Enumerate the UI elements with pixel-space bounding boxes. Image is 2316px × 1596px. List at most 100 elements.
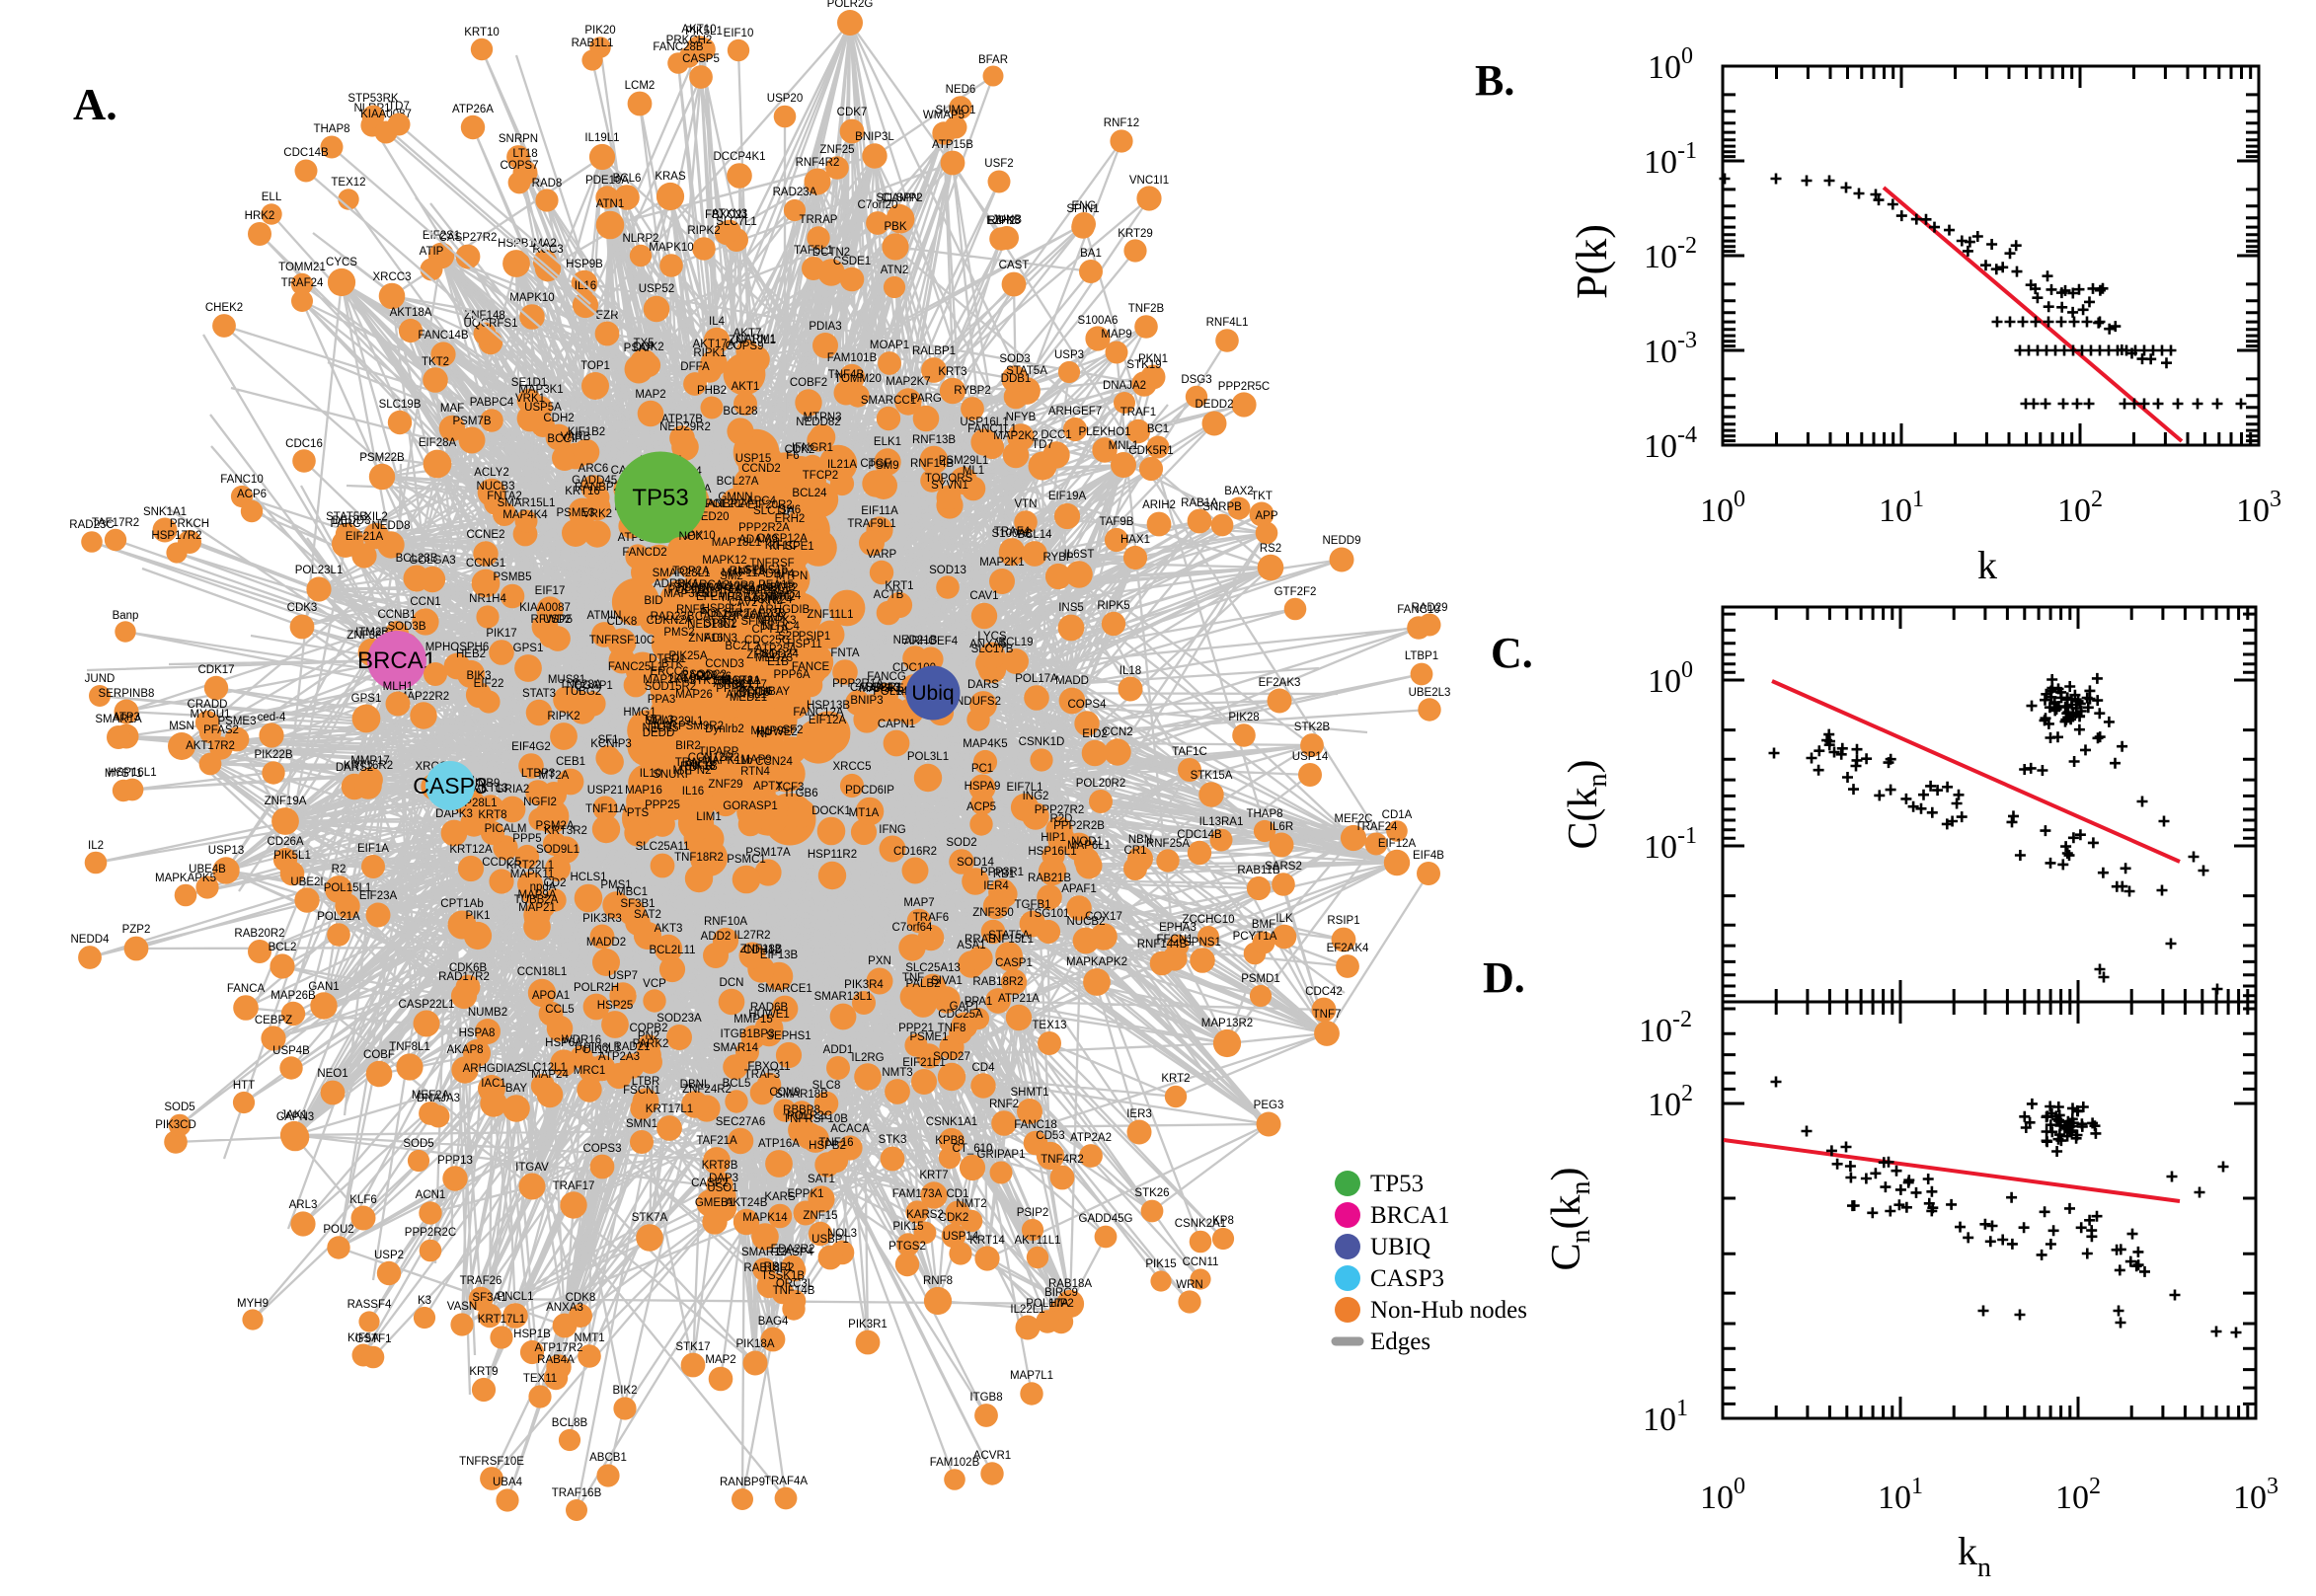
svg-text:PPP3L1: PPP3L1 bbox=[748, 585, 790, 597]
svg-text:IER4: IER4 bbox=[983, 880, 1009, 892]
svg-text:EFEMP3: EFEMP3 bbox=[696, 591, 741, 603]
svg-text:ARIH2: ARIH2 bbox=[1142, 499, 1176, 511]
svg-text:RIPK2: RIPK2 bbox=[547, 711, 579, 722]
svg-text:KP8: KP8 bbox=[1212, 1215, 1234, 1227]
svg-text:NOX: NOX bbox=[679, 531, 704, 543]
svg-text:GADD45G: GADD45G bbox=[1079, 1213, 1133, 1225]
svg-text:CASP3: CASP3 bbox=[413, 773, 487, 798]
svg-text:WDR16: WDR16 bbox=[562, 1034, 601, 1046]
svg-text:SLC7L1: SLC7L1 bbox=[716, 216, 757, 228]
svg-text:SH6: SH6 bbox=[779, 504, 801, 516]
svg-text:PPP2R5C: PPP2R5C bbox=[1218, 381, 1270, 393]
svg-text:POL21A: POL21A bbox=[317, 911, 360, 923]
svg-text:KRT16: KRT16 bbox=[565, 486, 600, 497]
svg-text:INS5: INS5 bbox=[1058, 602, 1084, 614]
svg-text:PSIP1: PSIP1 bbox=[799, 631, 831, 643]
svg-text:PSMB5: PSMB5 bbox=[494, 571, 532, 583]
svg-text:RNF25A: RNF25A bbox=[1146, 838, 1190, 850]
svg-text:SPIN1: SPIN1 bbox=[1066, 203, 1099, 215]
svg-text:TKT: TKT bbox=[1251, 491, 1273, 502]
svg-text:CRADD: CRADD bbox=[188, 699, 228, 711]
svg-text:PRKCH2: PRKCH2 bbox=[666, 35, 713, 46]
svg-text:PPP21: PPP21 bbox=[898, 1023, 934, 1034]
svg-text:PPP2R2B: PPP2R2B bbox=[1053, 820, 1105, 832]
svg-text:UBE4B: UBE4B bbox=[189, 864, 226, 875]
svg-text:TNF18R2: TNF18R2 bbox=[674, 852, 724, 864]
svg-text:MOAP1: MOAP1 bbox=[870, 340, 909, 351]
svg-text:ADD2: ADD2 bbox=[701, 931, 732, 943]
svg-text:RALBP1: RALBP1 bbox=[912, 345, 956, 357]
svg-text:DOCK1: DOCK1 bbox=[811, 805, 851, 817]
svg-text:RNF13B: RNF13B bbox=[912, 434, 956, 446]
svg-text:ND1: ND1 bbox=[701, 588, 724, 600]
svg-text:PICALM: PICALM bbox=[485, 823, 527, 835]
svg-text:POL3L1: POL3L1 bbox=[907, 751, 949, 763]
svg-text:TP53: TP53 bbox=[632, 485, 688, 511]
svg-text:ELK1: ELK1 bbox=[874, 436, 901, 448]
svg-text:BCL28: BCL28 bbox=[723, 406, 757, 418]
svg-text:ZNF15: ZNF15 bbox=[803, 1210, 837, 1222]
svg-text:EIF11A: EIF11A bbox=[861, 505, 898, 517]
svg-text:PPP8: PPP8 bbox=[716, 683, 744, 695]
svg-text:GSTF1: GSTF1 bbox=[354, 1333, 391, 1345]
svg-text:CCN24: CCN24 bbox=[755, 756, 793, 768]
svg-text:TNF11A: TNF11A bbox=[585, 803, 627, 815]
svg-text:STK2B: STK2B bbox=[1294, 722, 1331, 733]
svg-text:RAD17R2: RAD17R2 bbox=[438, 971, 490, 983]
svg-text:TOP1: TOP1 bbox=[580, 360, 610, 372]
svg-text:LTBP3: LTBP3 bbox=[521, 768, 555, 780]
svg-text:KCNIP3: KCNIP3 bbox=[590, 738, 632, 750]
svg-text:ACN1: ACN1 bbox=[416, 1189, 446, 1201]
svg-text:POL17: POL17 bbox=[575, 1044, 610, 1056]
svg-text:GOLGA3: GOLGA3 bbox=[409, 555, 455, 567]
svg-text:MAP22R2: MAP22R2 bbox=[398, 691, 449, 703]
svg-text:EIF22: EIF22 bbox=[474, 678, 504, 690]
svg-text:RBBP8: RBBP8 bbox=[783, 1104, 820, 1116]
svg-text:C(kn): C(kn) bbox=[1561, 760, 1613, 850]
svg-text:PPP3R1: PPP3R1 bbox=[980, 867, 1024, 878]
svg-text:MAPK3: MAPK3 bbox=[758, 615, 797, 627]
svg-text:SEPHS1: SEPHS1 bbox=[766, 1030, 811, 1042]
svg-text:CCN9: CCN9 bbox=[769, 1087, 800, 1099]
svg-text:TEX13: TEX13 bbox=[1032, 1020, 1066, 1031]
svg-text:STAT3: STAT3 bbox=[522, 688, 556, 700]
svg-text:PHB2: PHB2 bbox=[697, 385, 727, 397]
svg-text:TEX11: TEX11 bbox=[523, 1373, 557, 1385]
svg-text:NED21B: NED21B bbox=[893, 635, 938, 646]
svg-text:EIF17: EIF17 bbox=[535, 585, 566, 597]
svg-text:BAX2: BAX2 bbox=[1224, 486, 1253, 497]
svg-text:NMT2: NMT2 bbox=[764, 591, 795, 603]
svg-text:EIF13B: EIF13B bbox=[760, 950, 799, 961]
svg-text:TNF4R2: TNF4R2 bbox=[1041, 1154, 1083, 1166]
svg-text:CDK2: CDK2 bbox=[939, 1212, 969, 1224]
svg-text:PIK17: PIK17 bbox=[486, 628, 516, 640]
svg-text:AKT24B: AKT24B bbox=[726, 1197, 768, 1209]
svg-text:CD26A: CD26A bbox=[267, 836, 303, 848]
svg-text:SF3A1: SF3A1 bbox=[472, 1292, 506, 1304]
svg-text:ERCC6: ERCC6 bbox=[651, 666, 689, 678]
svg-text:E1B: E1B bbox=[767, 656, 789, 668]
svg-text:TOMM20: TOMM20 bbox=[834, 373, 882, 385]
svg-text:COPS3: COPS3 bbox=[583, 1143, 622, 1155]
svg-text:NOL3: NOL3 bbox=[827, 1228, 857, 1240]
svg-text:RAB21B: RAB21B bbox=[1028, 873, 1071, 884]
svg-text:EIF23A: EIF23A bbox=[359, 890, 398, 902]
svg-text:R2D: R2D bbox=[1049, 813, 1072, 825]
svg-text:MYOU1: MYOU1 bbox=[191, 709, 231, 721]
svg-text:ADAM9: ADAM9 bbox=[738, 534, 778, 546]
svg-text:KRT3R2: KRT3R2 bbox=[544, 825, 587, 837]
svg-text:LYCS: LYCS bbox=[977, 631, 1007, 643]
svg-text:TNF8L1: TNF8L1 bbox=[389, 1041, 430, 1053]
svg-text:IER3: IER3 bbox=[1126, 1108, 1152, 1120]
svg-text:EID2: EID2 bbox=[1082, 728, 1108, 740]
svg-text:STK17: STK17 bbox=[675, 1341, 710, 1353]
svg-text:MRC1: MRC1 bbox=[574, 1065, 606, 1077]
svg-text:PIK15: PIK15 bbox=[892, 1221, 923, 1233]
svg-text:K3: K3 bbox=[418, 1295, 431, 1307]
svg-text:PSM17A: PSM17A bbox=[745, 847, 791, 859]
svg-text:CCN2: CCN2 bbox=[1102, 726, 1132, 738]
svg-text:CSNK2A1: CSNK2A1 bbox=[1175, 1218, 1226, 1230]
svg-text:AKT13: AKT13 bbox=[473, 783, 507, 795]
svg-text:HSP13B: HSP13B bbox=[807, 700, 850, 712]
svg-text:COPS7: COPS7 bbox=[501, 160, 539, 172]
